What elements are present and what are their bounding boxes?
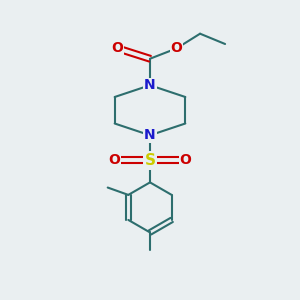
Text: O: O	[112, 41, 124, 56]
Text: O: O	[171, 41, 182, 56]
Text: S: S	[145, 153, 155, 168]
Text: N: N	[144, 78, 156, 92]
Text: O: O	[179, 153, 191, 167]
Text: N: N	[144, 128, 156, 142]
Text: O: O	[109, 153, 121, 167]
